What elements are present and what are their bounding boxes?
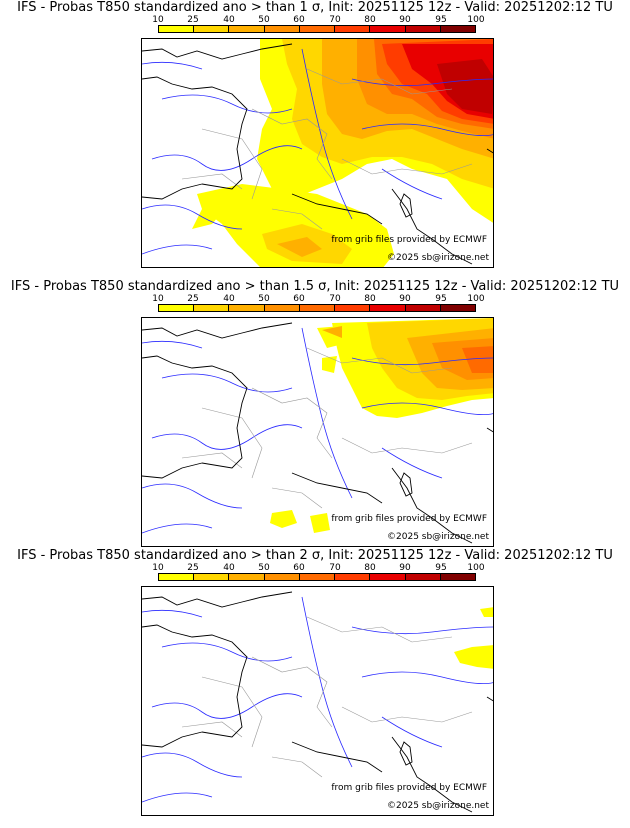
color-scale-bar (158, 25, 476, 33)
scale-swatch (229, 305, 265, 311)
scale-label: 40 (223, 294, 235, 304)
panel-1: IFS - Probas T850 standardized ano > tha… (0, 0, 630, 270)
scale-swatch (159, 305, 195, 311)
borders (181, 616, 473, 778)
probability-fields (192, 39, 493, 267)
scale-label: 80 (364, 563, 376, 573)
scale-label: 50 (258, 15, 270, 25)
scale-label: 25 (187, 15, 199, 25)
scale-swatch (370, 305, 406, 311)
probability-map: from grib files provided by ECMWF ©2025 … (141, 586, 494, 816)
scale-swatch (405, 574, 441, 580)
probability-fields (454, 607, 493, 669)
probability-fields (270, 318, 493, 533)
color-scale-bar (158, 304, 476, 312)
credit-copyright: ©2025 sb@irizone.net (387, 532, 489, 542)
scale-swatch (335, 26, 371, 32)
scale-label: 70 (329, 563, 341, 573)
scale-swatch (194, 574, 230, 580)
panel-2: IFS - Probas T850 standardized ano > tha… (0, 279, 630, 549)
scale-swatch (440, 305, 475, 311)
scale-swatch (194, 26, 230, 32)
scale-label: 25 (187, 294, 199, 304)
scale-label: 70 (329, 15, 341, 25)
scale-swatch (159, 574, 195, 580)
scale-label: 70 (329, 294, 341, 304)
rivers (142, 48, 493, 255)
scale-swatch (229, 574, 265, 580)
scale-label: 90 (399, 563, 411, 573)
credit-source: from grib files provided by ECMWF (331, 783, 487, 793)
scale-swatch (370, 574, 406, 580)
scale-label: 10 (152, 15, 164, 25)
map-canvas (142, 318, 493, 544)
scale-label: 10 (152, 294, 164, 304)
scale-label: 50 (258, 563, 270, 573)
panel-title: IFS - Probas T850 standardized ano > tha… (17, 0, 613, 15)
coastline (142, 322, 493, 544)
scale-label: 60 (293, 294, 305, 304)
scale-label: 95 (435, 294, 447, 304)
scale-swatch (299, 305, 336, 311)
scale-swatch (264, 574, 300, 580)
scale-label: 80 (364, 15, 376, 25)
scale-swatch (370, 26, 406, 32)
borders (181, 68, 473, 230)
panel-3: IFS - Probas T850 standardized ano > tha… (0, 548, 630, 818)
scale-label: 95 (435, 563, 447, 573)
map-canvas (142, 591, 493, 813)
scale-swatch (299, 26, 336, 32)
scale-label: 90 (399, 15, 411, 25)
credit-copyright: ©2025 sb@irizone.net (387, 253, 489, 263)
scale-label: 60 (293, 563, 305, 573)
scale-swatch (335, 305, 371, 311)
scale-swatch (264, 305, 300, 311)
scale-swatch (335, 574, 371, 580)
scale-label: 95 (435, 15, 447, 25)
scale-label: 25 (187, 563, 199, 573)
scale-label: 100 (467, 294, 485, 304)
credit-source: from grib files provided by ECMWF (331, 235, 487, 245)
scale-label: 100 (467, 15, 485, 25)
scale-swatch (440, 26, 475, 32)
scale-label: 100 (467, 563, 485, 573)
scale-swatch (440, 574, 475, 580)
scale-swatch (299, 574, 336, 580)
coastline (142, 591, 493, 813)
map-canvas (142, 39, 493, 267)
rivers (142, 327, 493, 534)
scale-swatch (159, 26, 195, 32)
rivers (142, 596, 493, 803)
panel-title: IFS - Probas T850 standardized ano > tha… (17, 548, 613, 563)
scale-label: 60 (293, 15, 305, 25)
scale-swatch (405, 305, 441, 311)
scale-swatch (405, 26, 441, 32)
credit-source: from grib files provided by ECMWF (331, 514, 487, 524)
scale-label: 50 (258, 294, 270, 304)
probability-map: from grib files provided by ECMWF ©2025 … (141, 38, 494, 268)
probability-map: from grib files provided by ECMWF ©2025 … (141, 317, 494, 547)
scale-label: 80 (364, 294, 376, 304)
scale-swatch (229, 26, 265, 32)
coastline (142, 43, 493, 265)
scale-label: 90 (399, 294, 411, 304)
scale-label: 40 (223, 15, 235, 25)
scale-swatch (194, 305, 230, 311)
panel-title: IFS - Probas T850 standardized ano > tha… (10, 279, 620, 294)
scale-label: 40 (223, 563, 235, 573)
scale-label: 10 (152, 563, 164, 573)
credit-copyright: ©2025 sb@irizone.net (387, 801, 489, 811)
borders (181, 347, 473, 509)
scale-swatch (264, 26, 300, 32)
color-scale-bar (158, 573, 476, 581)
